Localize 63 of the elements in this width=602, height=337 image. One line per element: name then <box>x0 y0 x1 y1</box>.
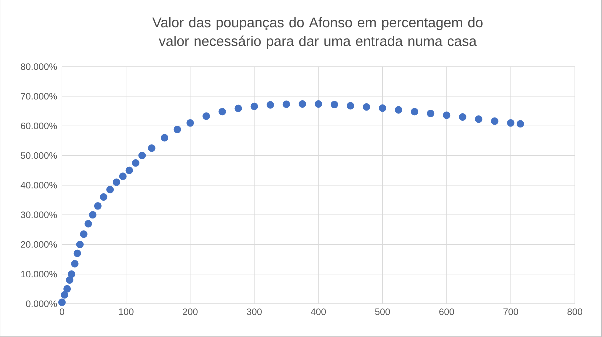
point <box>106 186 114 194</box>
point <box>395 106 403 114</box>
x-tick-label: 400 <box>311 308 326 316</box>
point <box>58 298 66 306</box>
point <box>74 250 82 258</box>
x-tick-label: 300 <box>247 308 262 316</box>
point <box>491 118 499 126</box>
point <box>100 193 108 201</box>
x-tick-label: 0 <box>60 308 64 316</box>
point <box>71 260 79 268</box>
point <box>119 172 127 180</box>
chart-title: Valor das poupanças do Afonso em percentagem do valor necessário para dar uma entrada numa casa <box>152 17 483 49</box>
point <box>250 102 258 110</box>
y-tick-label: 50.000% <box>21 152 58 159</box>
y-tick-label: 60.000% <box>21 122 58 130</box>
point <box>266 101 274 109</box>
point <box>132 159 140 167</box>
x-tick-label: 100 <box>119 308 134 316</box>
point <box>66 276 74 284</box>
point <box>459 113 467 121</box>
point <box>379 104 386 112</box>
point <box>427 110 435 118</box>
point <box>94 202 102 210</box>
point <box>443 112 451 120</box>
point <box>148 144 156 152</box>
x-tick-label: 200 <box>183 308 198 316</box>
point <box>298 100 306 108</box>
point <box>68 270 76 278</box>
point <box>89 211 97 219</box>
y-tick-label: 70.000% <box>21 93 58 100</box>
point <box>363 103 370 111</box>
point <box>64 285 72 293</box>
y-tick-label: 30.000% <box>21 212 58 218</box>
point <box>346 102 354 110</box>
point <box>202 112 210 120</box>
y-tick-label: 80.000% <box>21 63 58 70</box>
x-tick-label: 600 <box>440 308 454 316</box>
point <box>76 240 84 248</box>
point <box>186 119 194 127</box>
point <box>218 108 226 116</box>
point <box>282 100 290 108</box>
point <box>112 178 120 186</box>
point <box>80 230 88 238</box>
y-tick-label: 0.000% <box>26 300 58 308</box>
point <box>138 152 146 160</box>
point <box>516 120 524 128</box>
x-tick-label: 500 <box>375 308 390 316</box>
point <box>61 291 69 299</box>
point <box>161 134 169 142</box>
point <box>314 100 322 108</box>
point <box>174 126 182 134</box>
point <box>84 220 92 228</box>
point <box>411 108 419 116</box>
y-tick-label: 10.000% <box>21 270 58 278</box>
y-tick-label: 40.000% <box>20 182 58 189</box>
point <box>330 100 338 108</box>
point <box>126 166 134 174</box>
point <box>507 119 515 127</box>
x-tick-label: 800 <box>568 308 583 316</box>
point <box>234 104 242 112</box>
point <box>475 115 483 123</box>
y-tick-label: 20.000% <box>21 241 58 248</box>
x-tick-label: 700 <box>504 308 518 316</box>
